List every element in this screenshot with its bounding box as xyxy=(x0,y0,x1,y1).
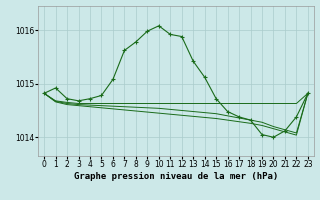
X-axis label: Graphe pression niveau de la mer (hPa): Graphe pression niveau de la mer (hPa) xyxy=(74,172,278,181)
